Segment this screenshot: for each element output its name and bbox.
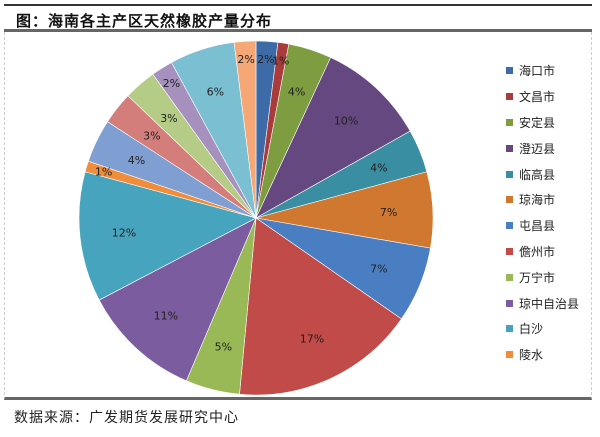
slice-data-label: 7% (380, 206, 397, 219)
legend-item: 海口市 (506, 58, 579, 84)
legend-item: 万宁市 (506, 264, 579, 290)
legend-label: 文昌市 (519, 90, 556, 105)
legend-label: 屯昌县 (519, 219, 556, 234)
legend-item: 安定县 (506, 110, 579, 136)
legend-swatch-icon (506, 247, 513, 255)
legend-label: 儋州市 (519, 244, 556, 259)
legend-swatch-icon (506, 170, 513, 178)
source-note: 数据来源：广发期货发展研究中心 (14, 410, 239, 426)
pie-slice (255, 57, 411, 219)
legend: 海口市文昌市安定县澄迈县临高县琼海市屯昌县儋州市万宁市琼中自治县白沙陵水 (506, 58, 579, 368)
slice-data-label: 10% (334, 115, 358, 128)
legend-swatch-icon (506, 196, 513, 204)
legend-item: 澄迈县 (506, 135, 579, 161)
legend-item: 琼海市 (506, 187, 579, 213)
slice-data-label: 4% (370, 162, 387, 175)
legend-item: 儋州市 (506, 239, 579, 265)
legend-label: 澄迈县 (519, 141, 556, 156)
slice-data-label: 2% (257, 53, 274, 66)
pie-slice (239, 217, 402, 396)
chart-frame (4, 32, 592, 400)
legend-label: 安定县 (519, 115, 556, 130)
slice-data-label: 6% (207, 86, 224, 99)
legend-item: 屯昌县 (506, 213, 579, 239)
legend-swatch-icon (506, 118, 513, 126)
legend-item: 白沙 (506, 316, 579, 342)
legend-label: 琼中自治县 (519, 296, 580, 311)
legend-swatch-icon (506, 93, 513, 101)
legend-label: 万宁市 (519, 270, 556, 285)
legend-label: 陵水 (519, 348, 544, 363)
slice-data-label: 7% (370, 262, 387, 275)
legend-label: 白沙 (519, 322, 544, 337)
legend-swatch-icon (506, 67, 513, 75)
slice-data-label: 4% (128, 154, 145, 167)
slice-data-label: 2% (163, 77, 180, 90)
slice-data-label: 2% (237, 53, 254, 66)
slice-data-label: 3% (160, 112, 177, 125)
legend-item: 临高县 (506, 161, 579, 187)
legend-swatch-icon (506, 222, 513, 230)
slice-data-label: 1% (272, 55, 289, 68)
legend-item: 文昌市 (506, 84, 579, 110)
pie-slice (78, 171, 257, 301)
legend-swatch-icon (506, 351, 513, 359)
legend-label: 海口市 (519, 64, 556, 79)
slice-data-label: 4% (288, 86, 305, 99)
legend-item: 琼中自治县 (506, 290, 579, 316)
legend-item: 陵水 (506, 342, 579, 368)
title-bar: 图：海南各主产区天然橡胶产量分布 (4, 4, 592, 32)
pie-slice (233, 40, 257, 219)
legend-swatch-icon (506, 325, 513, 333)
slice-data-label: 1% (95, 166, 112, 179)
slice-data-label: 12% (112, 226, 136, 239)
pie-slice (98, 217, 257, 382)
slice-data-label: 3% (143, 130, 160, 143)
legend-swatch-icon (506, 299, 513, 307)
pie-labels: 2%1%4%10%4%7%7%17%5%11%12%1%4%3%3%2%6%2% (95, 53, 397, 354)
chart-title: 图：海南各主产区天然橡胶产量分布 (16, 12, 273, 30)
legend-swatch-icon (506, 273, 513, 281)
legend-label: 临高县 (519, 167, 556, 182)
legend-swatch-icon (506, 144, 513, 152)
slice-data-label: 17% (300, 332, 324, 345)
legend-label: 琼海市 (519, 193, 556, 208)
slice-data-label: 11% (154, 309, 178, 322)
slice-data-label: 5% (215, 341, 232, 354)
pie-slices (78, 40, 434, 396)
